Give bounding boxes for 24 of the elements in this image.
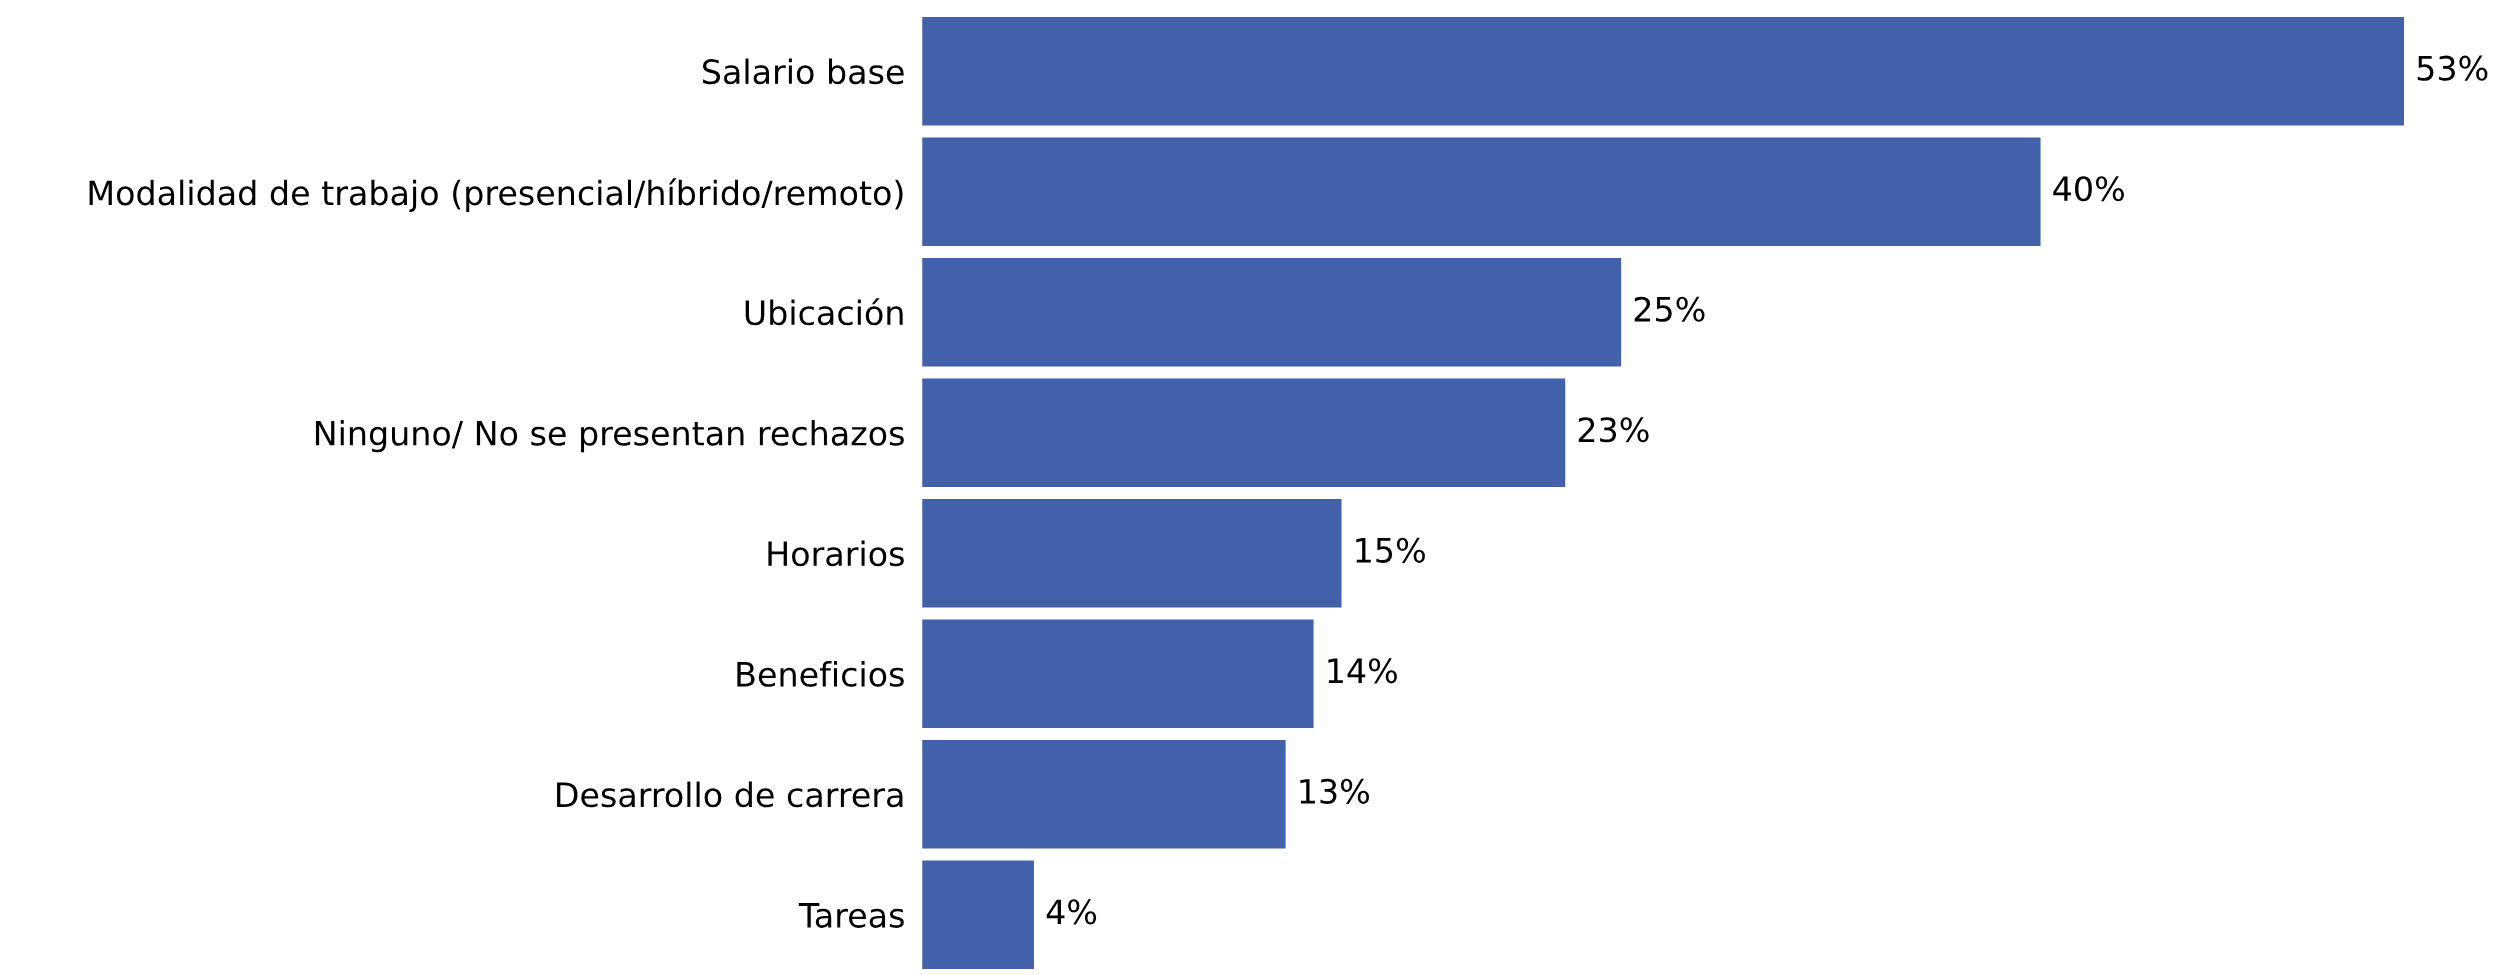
data-label: 15% xyxy=(1356,537,1425,563)
bar xyxy=(922,16,2405,126)
bar xyxy=(922,498,1342,608)
data-label: 14% xyxy=(1328,658,1397,684)
y-tick-label: Salario base xyxy=(702,58,904,85)
y-tick-label: Tareas xyxy=(798,903,904,928)
bar xyxy=(922,860,1034,969)
data-label: 13% xyxy=(1300,778,1369,804)
y-tick-label: Ubicación xyxy=(745,298,903,326)
bar xyxy=(922,619,1314,728)
data-label: 53% xyxy=(2417,55,2488,81)
bar xyxy=(922,378,1566,487)
y-tick-label: Beneficios xyxy=(737,661,904,687)
y-tick-label: Ninguno/ No se presentan rechazos xyxy=(315,420,904,453)
y-tick-label: Horarios xyxy=(768,540,904,567)
bar xyxy=(922,740,1286,849)
bar xyxy=(922,257,1622,367)
data-label: 25% xyxy=(1634,296,1705,322)
y-tick-label: Desarrollo de carrera xyxy=(557,781,903,808)
data-label: 4% xyxy=(1046,899,1097,925)
data-label: 40% xyxy=(2053,176,2124,202)
data-label: 23% xyxy=(1578,417,1649,443)
bar xyxy=(922,137,2041,246)
y-tick-label: Modalidad de trabajo (presencial/híbrido/remoto) xyxy=(89,178,903,212)
